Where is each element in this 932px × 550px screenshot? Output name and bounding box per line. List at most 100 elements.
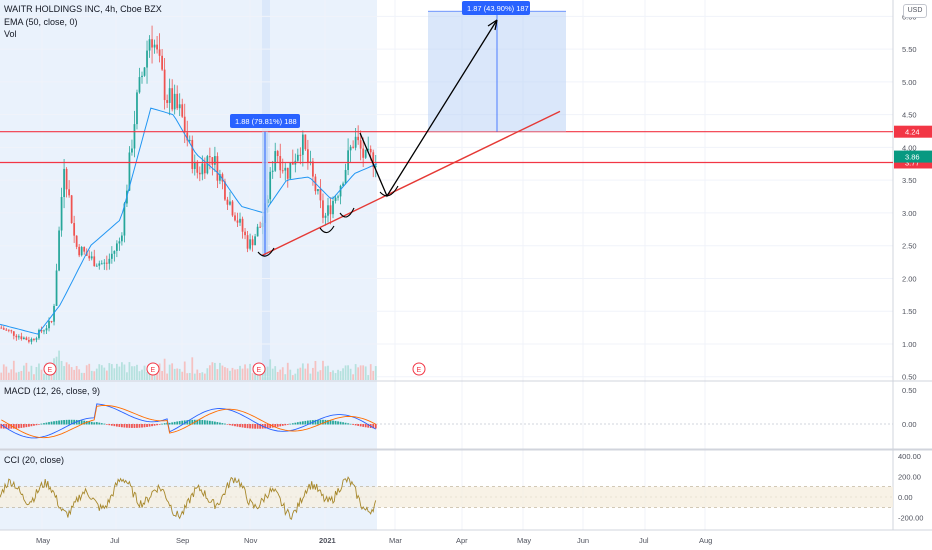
candle[interactable] bbox=[244, 231, 246, 236]
candle[interactable] bbox=[173, 93, 176, 110]
candle[interactable] bbox=[372, 152, 375, 168]
candle[interactable] bbox=[291, 162, 294, 165]
candle[interactable] bbox=[78, 246, 81, 256]
candle[interactable] bbox=[271, 170, 274, 172]
candle[interactable] bbox=[98, 263, 101, 266]
candle[interactable] bbox=[339, 185, 342, 197]
candle[interactable] bbox=[241, 218, 244, 232]
ema-line[interactable] bbox=[0, 107, 378, 335]
candle[interactable] bbox=[20, 336, 23, 340]
candle[interactable] bbox=[191, 139, 194, 170]
candle[interactable] bbox=[68, 189, 70, 196]
earnings-marker[interactable] bbox=[43, 362, 57, 376]
candle[interactable] bbox=[50, 321, 53, 323]
candle[interactable] bbox=[40, 329, 43, 332]
candle[interactable] bbox=[299, 154, 302, 156]
candle[interactable] bbox=[60, 197, 63, 231]
candle[interactable] bbox=[136, 92, 138, 125]
candle[interactable] bbox=[58, 230, 60, 271]
candle[interactable] bbox=[75, 235, 78, 247]
candle[interactable] bbox=[168, 88, 171, 103]
candle[interactable] bbox=[354, 136, 357, 148]
currency-badge[interactable]: USD bbox=[903, 4, 927, 18]
candle[interactable] bbox=[118, 241, 121, 244]
candle[interactable] bbox=[208, 156, 211, 158]
cci-line[interactable] bbox=[0, 476, 377, 520]
candle[interactable] bbox=[113, 250, 116, 254]
candle[interactable] bbox=[115, 243, 118, 251]
candle[interactable] bbox=[226, 199, 229, 205]
candle[interactable] bbox=[219, 174, 221, 181]
candle[interactable] bbox=[234, 215, 236, 221]
candle[interactable] bbox=[319, 189, 322, 201]
candle[interactable] bbox=[203, 163, 206, 174]
candle[interactable] bbox=[63, 168, 65, 198]
candle[interactable] bbox=[304, 134, 307, 150]
candle[interactable] bbox=[307, 149, 309, 163]
candle[interactable] bbox=[201, 163, 204, 175]
candle[interactable] bbox=[196, 161, 199, 173]
candle[interactable] bbox=[17, 336, 20, 338]
candle[interactable] bbox=[48, 321, 50, 329]
candle[interactable] bbox=[65, 168, 68, 190]
candle[interactable] bbox=[158, 49, 161, 56]
candle[interactable] bbox=[148, 39, 151, 51]
candle[interactable] bbox=[349, 146, 352, 151]
candle[interactable] bbox=[30, 338, 33, 342]
candle[interactable] bbox=[236, 220, 239, 223]
candle[interactable] bbox=[317, 189, 319, 192]
candle[interactable] bbox=[357, 136, 360, 141]
candle[interactable] bbox=[214, 156, 216, 165]
candle[interactable] bbox=[206, 156, 209, 174]
candle[interactable] bbox=[128, 152, 131, 191]
candle[interactable] bbox=[284, 167, 287, 171]
candle[interactable] bbox=[10, 330, 13, 332]
candle[interactable] bbox=[131, 148, 133, 153]
candle[interactable] bbox=[28, 339, 30, 342]
candle[interactable] bbox=[256, 226, 259, 237]
earnings-marker[interactable] bbox=[146, 362, 160, 376]
candle[interactable] bbox=[103, 262, 106, 264]
candle[interactable] bbox=[166, 100, 169, 103]
candle[interactable] bbox=[141, 75, 143, 78]
candle[interactable] bbox=[178, 104, 181, 109]
ema-legend[interactable]: EMA (50, close, 0) bbox=[4, 17, 82, 27]
candle[interactable] bbox=[246, 235, 249, 249]
candle[interactable] bbox=[105, 262, 108, 264]
candle[interactable] bbox=[12, 331, 15, 336]
candle[interactable] bbox=[347, 150, 349, 171]
candle[interactable] bbox=[259, 226, 262, 228]
candle[interactable] bbox=[359, 140, 362, 149]
candle[interactable] bbox=[7, 329, 10, 331]
candle[interactable] bbox=[322, 200, 324, 218]
candle[interactable] bbox=[364, 149, 367, 158]
candle[interactable] bbox=[289, 162, 292, 179]
cci-legend[interactable]: CCI (20, close) bbox=[4, 455, 68, 465]
candle[interactable] bbox=[0, 327, 3, 329]
candle[interactable] bbox=[254, 236, 256, 246]
candle[interactable] bbox=[100, 263, 103, 265]
candle[interactable] bbox=[362, 148, 365, 158]
candle[interactable] bbox=[279, 156, 282, 171]
candle[interactable] bbox=[342, 183, 344, 186]
candle[interactable] bbox=[25, 337, 28, 340]
candle[interactable] bbox=[123, 203, 126, 236]
candle[interactable] bbox=[151, 39, 153, 48]
candle[interactable] bbox=[239, 218, 241, 223]
macd-legend[interactable]: MACD (12, 26, close, 9) bbox=[4, 386, 104, 396]
candle[interactable] bbox=[90, 256, 93, 259]
candle[interactable] bbox=[53, 305, 55, 322]
candle[interactable] bbox=[269, 171, 272, 200]
earnings-marker[interactable] bbox=[252, 362, 266, 376]
candle[interactable] bbox=[329, 205, 332, 215]
candle[interactable] bbox=[33, 338, 35, 340]
candle[interactable] bbox=[153, 44, 156, 48]
candle[interactable] bbox=[327, 205, 329, 216]
earnings-marker[interactable] bbox=[412, 362, 426, 376]
candle[interactable] bbox=[224, 181, 226, 200]
candle[interactable] bbox=[181, 104, 184, 117]
candle[interactable] bbox=[83, 247, 86, 252]
candle[interactable] bbox=[188, 139, 191, 141]
candle[interactable] bbox=[35, 338, 38, 340]
candle[interactable] bbox=[312, 161, 314, 177]
